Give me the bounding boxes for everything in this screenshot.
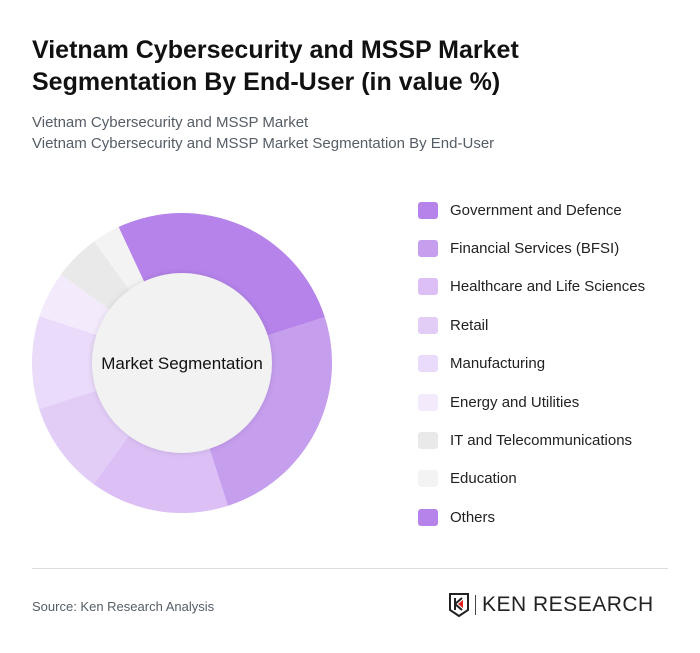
legend-label: IT and Telecommunications — [450, 431, 633, 449]
legend-swatch — [418, 470, 438, 488]
legend-item: Others — [418, 507, 495, 527]
legend-item: Energy and Utilities — [418, 392, 579, 412]
legend-label: Education — [450, 470, 517, 488]
subtitle-segmentation: Vietnam Cybersecurity and MSSP Market Se… — [32, 135, 495, 152]
legend-swatch — [418, 239, 438, 257]
legend-item: Manufacturing — [418, 354, 545, 374]
logo-text: KEN RESEARCH — [482, 593, 654, 616]
ken-research-logo: KEN RESEARCH — [448, 592, 654, 618]
legend-swatch — [418, 316, 438, 334]
ken-logo-icon — [449, 593, 469, 618]
legend-item: IT and Telecommunications — [418, 430, 632, 450]
legend-item: Retail — [418, 315, 488, 335]
center-label: Market Segmentation — [101, 354, 263, 373]
divider — [32, 568, 668, 569]
legend-label: Government and Defence — [450, 201, 622, 219]
chart-title: Vietnam Cybersecurity and MSSP Market Se… — [32, 36, 519, 96]
donut-center — [92, 273, 272, 453]
legend-swatch — [418, 508, 438, 526]
legend-swatch — [418, 201, 438, 219]
legend-item: Financial Services (BFSI) — [418, 238, 619, 258]
legend-label: Healthcare and Life Sciences — [450, 278, 646, 296]
donut-chart: Market Segmentation — [32, 213, 332, 513]
legend-item: Education — [418, 469, 517, 489]
legend-item: Healthcare and Life Sciences — [418, 277, 645, 297]
legend-label: Retail — [450, 316, 489, 334]
legend-swatch — [418, 431, 438, 449]
legend-swatch — [418, 355, 438, 373]
legend-label: Others — [450, 508, 496, 526]
subtitle-market: Vietnam Cybersecurity and MSSP Market — [32, 114, 309, 131]
legend-label: Energy and Utilities — [450, 393, 580, 411]
legend-swatch — [418, 393, 438, 411]
legend-item: Government and Defence — [418, 200, 622, 220]
legend-label: Financial Services (BFSI) — [450, 239, 620, 257]
legend-swatch — [418, 278, 438, 296]
logo-separator — [475, 595, 476, 615]
source-note: Source: Ken Research Analysis — [32, 599, 215, 614]
legend-label: Manufacturing — [450, 355, 546, 373]
